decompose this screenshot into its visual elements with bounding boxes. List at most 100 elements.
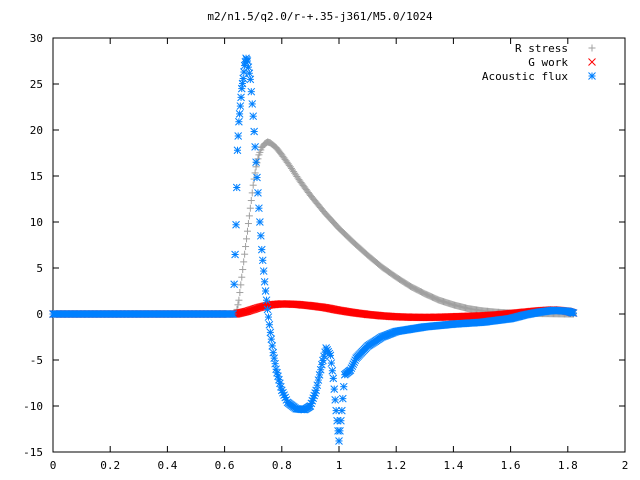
data-point	[240, 258, 248, 266]
y-tick-label: 5	[36, 262, 43, 275]
data-point	[255, 204, 263, 213]
data-point	[246, 75, 255, 84]
data-point	[232, 220, 240, 229]
data-point	[242, 243, 250, 251]
data-point	[329, 374, 338, 383]
data-point	[240, 308, 249, 316]
data-point	[231, 250, 239, 259]
data-point	[245, 69, 254, 78]
y-tick-label: -15	[23, 446, 43, 459]
data-point	[230, 280, 238, 289]
data-point	[235, 117, 243, 126]
data-point	[247, 197, 255, 205]
data-point	[314, 376, 323, 384]
data-point	[251, 143, 259, 151]
y-tick-label: 0	[36, 308, 43, 321]
data-point	[238, 273, 246, 281]
series-r-stress	[49, 138, 578, 318]
data-point	[327, 359, 336, 367]
data-point	[239, 266, 247, 274]
data-point	[246, 204, 254, 212]
data-point	[262, 296, 271, 305]
x-tick-label: 0.8	[272, 459, 292, 472]
data-point	[236, 102, 245, 110]
legend-label: G work	[528, 56, 568, 69]
x-tick-label: 0.4	[157, 459, 177, 472]
data-point	[326, 351, 335, 360]
y-tick-label: 20	[30, 124, 43, 137]
data-point	[247, 87, 256, 96]
data-point	[249, 112, 258, 121]
data-point	[253, 173, 261, 182]
data-point	[339, 382, 348, 391]
data-point	[236, 289, 244, 297]
data-point	[244, 63, 253, 71]
data-point	[264, 313, 273, 321]
data-point	[232, 183, 241, 192]
data-point	[261, 287, 270, 295]
x-tick-label: 1.8	[558, 459, 578, 472]
data-point	[260, 277, 269, 286]
x-tick-label: 2	[622, 459, 629, 472]
data-point	[243, 227, 251, 235]
data-point	[256, 218, 264, 226]
legend-marker	[588, 72, 596, 80]
data-point	[244, 220, 252, 228]
y-tick-label: -5	[30, 354, 43, 367]
x-tick-label: 0.2	[100, 459, 120, 472]
data-point	[337, 416, 345, 425]
plot-frame	[52, 37, 626, 453]
data-point	[330, 385, 339, 393]
data-point	[336, 426, 344, 435]
data-point	[243, 57, 252, 65]
data-point	[312, 386, 320, 395]
data-point	[257, 245, 266, 254]
data-point	[267, 335, 276, 344]
x-tick-label: 0	[50, 459, 57, 472]
data-point	[331, 396, 340, 404]
data-point	[250, 175, 258, 183]
series-acoustic-flux	[49, 54, 578, 445]
data-point	[250, 127, 259, 136]
x-tick-label: 1	[336, 459, 343, 472]
data-point	[229, 310, 238, 318]
data-point	[338, 394, 347, 403]
data-point	[328, 366, 337, 375]
axes: 0 0.2 0.4 0.6 0.8 1 1.2 1.4 1.6 1.8 2302520151050-…	[23, 32, 628, 472]
data-point	[316, 365, 325, 374]
x-tick-label: 0.6	[215, 459, 235, 472]
data-point	[241, 250, 249, 258]
data-point	[335, 437, 343, 445]
data-point	[245, 212, 253, 220]
data-point	[248, 100, 257, 108]
data-point	[237, 281, 245, 289]
data-point	[315, 371, 324, 379]
data-point	[338, 406, 346, 415]
data-marks	[49, 54, 578, 445]
y-tick-label: 10	[30, 216, 43, 229]
data-point	[234, 132, 243, 140]
data-point	[258, 256, 267, 265]
legend-label: R stress	[515, 42, 568, 55]
data-point	[243, 235, 251, 243]
data-point	[254, 189, 262, 197]
data-point	[333, 416, 341, 425]
legend-marker	[588, 58, 596, 66]
data-point	[252, 158, 260, 167]
data-point	[239, 74, 248, 83]
data-point	[233, 146, 242, 155]
y-tick-label: 25	[30, 78, 43, 91]
y-tick-label: -10	[23, 400, 43, 413]
x-tick-label: 1.6	[501, 459, 521, 472]
data-point	[256, 231, 265, 240]
x-tick-label: 1.2	[386, 459, 406, 472]
x-tick-label: 1.4	[443, 459, 463, 472]
y-tick-label: 30	[30, 32, 43, 45]
data-point	[249, 181, 257, 189]
data-point	[237, 93, 245, 102]
legend-marker	[588, 44, 596, 52]
chart-title: m2/n1.5/q2.0/r-+.35-j361/M5.0/1024	[207, 10, 433, 23]
data-point	[263, 305, 272, 314]
